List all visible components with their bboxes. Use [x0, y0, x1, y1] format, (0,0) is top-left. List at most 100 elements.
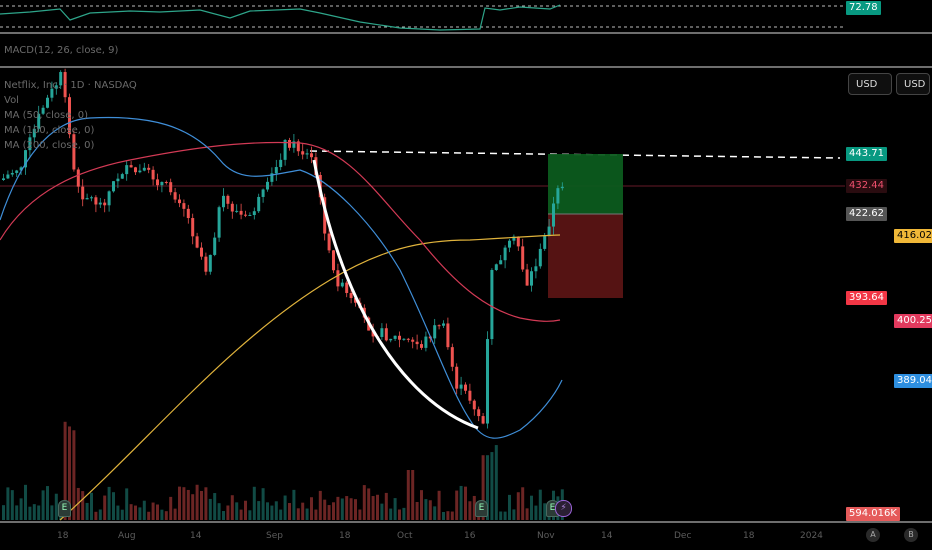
x-axis-label: 14: [601, 531, 613, 541]
stop-zone: [548, 214, 623, 298]
symbol-title[interactable]: Netflix, Inc. · 1D · NASDAQ: [4, 80, 137, 91]
volume-bar: [543, 503, 547, 520]
candle-body: [345, 282, 349, 293]
candle-body: [116, 178, 120, 182]
currency-button-2[interactable]: USD: [896, 73, 930, 95]
ma-legend-2[interactable]: MA (100, close, 0): [4, 125, 95, 136]
volume-bar: [156, 504, 159, 520]
volume-bar: [525, 508, 529, 520]
currency-button[interactable]: USD: [848, 73, 892, 95]
volume-bar: [261, 488, 265, 520]
candle-body: [32, 128, 36, 138]
candle-body: [424, 336, 428, 348]
candle-body: [2, 178, 5, 180]
candle-body: [112, 181, 115, 192]
candle-body: [222, 195, 225, 208]
volume-bar: [406, 470, 410, 520]
volume-bar: [213, 493, 217, 520]
lightning-event-icon[interactable]: ⚡: [555, 500, 572, 517]
volume-bar: [362, 485, 366, 520]
candle-body: [226, 195, 230, 204]
volume-bar: [508, 494, 511, 520]
volume-bar: [252, 486, 256, 520]
candle-body: [283, 140, 287, 160]
candle-body: [195, 236, 199, 248]
volume-bar: [450, 511, 454, 520]
volume-bar: [19, 498, 23, 520]
volume-bar: [217, 503, 221, 520]
candle-body: [380, 328, 384, 337]
candle-body: [41, 107, 45, 114]
candle-body: [15, 170, 19, 173]
volume-bar: [512, 509, 516, 520]
candle-body: [402, 338, 406, 340]
candle-body: [46, 97, 49, 108]
x-axis-label: 14: [190, 531, 202, 541]
volume-bar: [327, 505, 331, 520]
candle-body: [525, 269, 529, 286]
volume-bar: [147, 511, 151, 520]
candle-body: [543, 236, 547, 249]
volume-bar: [257, 501, 261, 520]
volume-bar: [63, 421, 67, 520]
volume-bar: [103, 495, 107, 520]
volume-bar: [446, 511, 450, 520]
candle-body: [508, 240, 511, 248]
volume-bar: [336, 496, 340, 520]
candle-body: [10, 172, 14, 175]
candle-body: [398, 335, 401, 340]
earnings-event-icon[interactable]: E: [58, 500, 71, 517]
candle-body: [90, 197, 93, 199]
candlesticks: [2, 68, 564, 429]
volume-bar: [428, 500, 432, 520]
candle-body: [72, 134, 76, 170]
volume-legend[interactable]: Vol: [4, 95, 19, 106]
volume-bar: [138, 507, 142, 520]
candle-body: [486, 339, 489, 424]
x-axis-label: 18: [339, 531, 351, 541]
volume-bar: [490, 452, 494, 520]
volume-bar: [332, 502, 335, 520]
candle-body: [98, 202, 102, 205]
candle-body: [28, 137, 32, 151]
candle-body: [24, 150, 27, 168]
candle-body: [420, 344, 423, 348]
volume-bar: [182, 487, 186, 520]
ma-legend-3[interactable]: MA (200, close, 0): [4, 140, 95, 151]
candle-body: [50, 88, 54, 98]
candle-body: [252, 211, 256, 216]
volume-bar: [530, 495, 533, 520]
candle-body: [538, 248, 542, 267]
candle-body: [389, 338, 393, 341]
volume-bar: [349, 498, 353, 520]
volume-bar: [230, 495, 234, 520]
candle-body: [310, 153, 313, 158]
ma-red-tag: 400.25: [894, 314, 932, 328]
candle-body: [68, 97, 71, 135]
volume-bar: [160, 509, 164, 520]
candle-body: [138, 170, 142, 173]
candle-body: [244, 214, 247, 216]
candle-body: [336, 270, 340, 287]
candle-body: [235, 210, 239, 212]
x-axis-label: 18: [743, 531, 755, 541]
candle-body: [442, 323, 445, 326]
candle-body: [393, 335, 397, 339]
volume-bar: [10, 490, 14, 520]
candle-body: [503, 247, 507, 261]
volume-bar: [2, 505, 5, 520]
volume-tag: 594.016K: [846, 507, 900, 521]
auto-scale-button[interactable]: A: [866, 528, 880, 542]
volume-bar: [283, 495, 287, 520]
volume-bar: [72, 430, 76, 520]
earnings-event-icon[interactable]: E: [475, 500, 488, 517]
log-scale-button[interactable]: B: [904, 528, 918, 542]
candle-body: [384, 328, 388, 341]
ma-legend-1[interactable]: MA (50, close, 0): [4, 110, 89, 121]
volume-bar: [164, 511, 168, 520]
candle-body: [323, 197, 327, 234]
candle-body: [54, 85, 58, 89]
candle-body: [230, 203, 234, 212]
volume-bar: [226, 505, 230, 520]
